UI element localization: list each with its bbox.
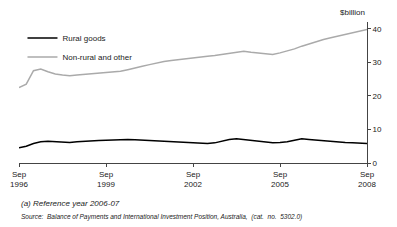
svg-text:(a) Reference year 2006-07: (a) Reference year 2006-07 [21,199,120,208]
svg-text:Source: Balance of Payments a: Source: Balance of Payments and Internat… [21,213,302,221]
svg-text:Sep2005: Sep2005 [271,170,289,189]
svg-text:Sep2002: Sep2002 [184,170,202,189]
svg-text:Sep2008: Sep2008 [358,170,376,189]
svg-text:Sep1999: Sep1999 [97,170,115,189]
svg-text:40: 40 [373,25,382,34]
svg-text:0: 0 [373,159,378,168]
svg-text:10: 10 [373,125,382,134]
svg-text:20: 20 [373,92,382,101]
svg-text:30: 30 [373,58,382,67]
svg-text:Non-rural and other: Non-rural and other [62,53,132,62]
svg-text:Rural goods: Rural goods [62,34,105,43]
svg-text:Sep1996: Sep1996 [10,170,28,189]
svg-text:$billion: $billion [340,8,365,17]
